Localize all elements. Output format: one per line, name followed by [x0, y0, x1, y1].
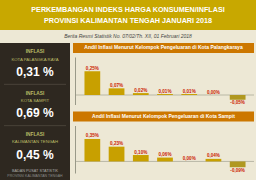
- data-label: 0,07%: [110, 83, 123, 88]
- data-label: 0,23%: [110, 141, 123, 146]
- data-label: 0,25%: [86, 66, 99, 71]
- infographic: PERKEMBANGAN INDEKS HARGA KONSUMEN/INFLA…: [0, 0, 256, 180]
- footer: BADAN PUSAT STATISTIK: [12, 169, 59, 173]
- panel-sublabel: KOTA PALANGKA RAYA: [11, 57, 58, 62]
- data-label: 0,02%: [134, 88, 147, 93]
- panel-divider: [4, 84, 66, 85]
- panel-label: INFLASI: [26, 49, 45, 54]
- bar: [109, 147, 125, 162]
- panel-label: INFLASI: [26, 132, 45, 137]
- data-label: 0,00%: [207, 90, 220, 95]
- subtitle: Berita Resmi Statistik No. 07/02/Th. XII…: [64, 33, 192, 39]
- bar: [157, 158, 173, 162]
- bar: [206, 159, 222, 162]
- chart-title: Andil Inflasi Menurut Kelompok Pengeluar…: [92, 113, 235, 119]
- bars: [75, 71, 254, 100]
- title: PROVINSI KALIMANTAN TENGAH JANUARI 2018: [44, 16, 212, 25]
- panel-label: INFLASI: [26, 91, 45, 96]
- panel-sublabel: KOTA SAMPIT: [21, 98, 50, 103]
- data-label: 0,35%: [86, 133, 99, 138]
- data-label: -0,05%: [230, 100, 245, 105]
- title-background: [0, 0, 256, 30]
- bar: [157, 94, 173, 96]
- chart-title: Andil Inflasi Menurut Kelompok Pengeluar…: [84, 44, 243, 50]
- data-label: -0,09%: [230, 168, 245, 173]
- data-labels: 0,35% 0,23% 0,10% 0,06% 0,00% 0,04% -0,09%: [86, 133, 245, 172]
- data-label: 0,00%: [183, 156, 196, 161]
- section-header: [73, 112, 254, 122]
- bar: [206, 95, 222, 96]
- y-axis-line: [75, 58, 76, 106]
- bar: [230, 161, 246, 167]
- zero-line: [75, 95, 254, 96]
- panel-divider: [4, 125, 66, 126]
- y-axis-line: [75, 126, 76, 174]
- data-label: 0,01%: [183, 89, 196, 94]
- bar: [84, 139, 100, 161]
- bar: [84, 71, 100, 95]
- bar: [109, 88, 125, 95]
- data-label: 0,04%: [207, 153, 220, 158]
- bar: [230, 95, 246, 100]
- bars: [75, 139, 254, 167]
- data-label: 0,06%: [158, 152, 171, 157]
- bar: [181, 161, 197, 162]
- section-header: [73, 43, 254, 53]
- panel-value: 0,45 %: [16, 148, 54, 162]
- bar: [133, 155, 149, 161]
- footer: PROVINSI KALIMANTAN TENGAH: [7, 174, 63, 178]
- y-axis: [75, 126, 76, 174]
- data-label: 0,10%: [134, 150, 147, 155]
- panel-value: 0,69 %: [16, 106, 54, 120]
- panel-value: 0,31 %: [16, 65, 54, 79]
- left-panel: [0, 43, 70, 180]
- bar: [181, 94, 197, 96]
- data-labels: 0,25% 0,07% 0,02% 0,01% 0,01% 0,00% -0,05%: [86, 66, 245, 106]
- title: PERKEMBANGAN INDEKS HARGA KONSUMEN/INFLA…: [31, 5, 224, 14]
- bar: [133, 93, 149, 95]
- y-axis: [75, 58, 76, 106]
- data-label: 0,01%: [158, 89, 171, 94]
- panel-sublabel: KALIMANTAN TENGAH: [12, 139, 58, 144]
